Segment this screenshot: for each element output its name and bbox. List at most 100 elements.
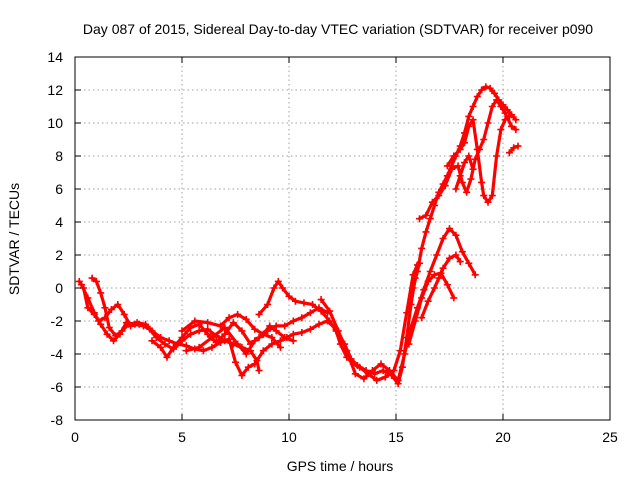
data-point — [465, 122, 473, 130]
data-point — [512, 126, 520, 134]
data-point — [298, 314, 306, 322]
data-point — [465, 112, 473, 120]
data-point — [242, 315, 250, 323]
series-line — [184, 326, 282, 356]
data-point — [133, 319, 141, 327]
data-point — [426, 268, 434, 275]
axis-ticks: 0 5 10 15 20 25 -8 -6 -4 -2 0 2 4 6 8 10 12 14 — [47, 49, 618, 445]
y-tick-label: 12 — [47, 82, 63, 98]
y-tick-label: 2 — [55, 247, 63, 263]
data-point — [460, 159, 468, 167]
data-point — [195, 343, 203, 351]
data-point — [452, 251, 460, 259]
series-trace-14 — [405, 269, 458, 348]
data-point — [259, 330, 267, 338]
data-point — [92, 277, 100, 285]
y-tick-label: -4 — [51, 346, 64, 362]
data-point — [95, 317, 103, 325]
y-tick-label: 14 — [47, 49, 63, 65]
data-point — [212, 338, 220, 346]
data-point — [289, 317, 297, 325]
data-point — [386, 367, 394, 374]
x-tick-label: 15 — [388, 429, 404, 445]
data-point — [187, 330, 195, 338]
x-tick-label: 25 — [602, 429, 618, 445]
data-point — [225, 335, 233, 343]
data-point — [281, 322, 289, 330]
data-point — [148, 327, 156, 335]
data-point — [259, 347, 267, 355]
data-point — [255, 310, 263, 318]
data-point — [450, 294, 458, 302]
data-point — [465, 259, 473, 267]
data-point — [298, 329, 306, 337]
series-trace-12 — [452, 152, 477, 193]
data-point — [443, 281, 451, 289]
data-point — [251, 360, 259, 368]
data-point — [268, 334, 276, 341]
data-point — [396, 347, 404, 355]
data-point — [266, 322, 274, 330]
series-line — [407, 271, 456, 346]
data-point — [505, 149, 513, 157]
data-point — [225, 314, 233, 322]
data-point — [488, 103, 496, 110]
data-point — [473, 93, 481, 101]
data-point — [229, 319, 237, 327]
data-point — [217, 322, 225, 330]
data-point — [488, 192, 496, 200]
x-tick-label: 5 — [178, 429, 186, 445]
data-point — [505, 112, 513, 120]
data-point — [379, 367, 387, 374]
data-point — [460, 139, 468, 147]
data-point — [446, 225, 453, 233]
y-tick-label: 4 — [55, 214, 63, 230]
data-point — [163, 353, 171, 361]
data-point — [270, 284, 278, 292]
data-point — [377, 360, 385, 368]
data-point — [114, 301, 122, 308]
series-line — [90, 261, 422, 386]
data-point — [497, 126, 505, 134]
data-point — [469, 165, 477, 173]
y-tick-label: 6 — [55, 181, 63, 197]
data-point — [244, 363, 252, 371]
data-point — [454, 162, 462, 170]
series-trace-8 — [317, 225, 479, 384]
data-point — [148, 337, 156, 345]
data-point — [484, 119, 492, 127]
data-point — [409, 284, 417, 292]
data-point — [234, 340, 242, 348]
data-point — [394, 376, 402, 384]
x-tick-label: 0 — [71, 429, 79, 445]
data-point — [450, 152, 458, 160]
data-point — [441, 182, 449, 190]
data-point — [157, 334, 165, 341]
y-tick-label: 10 — [47, 115, 63, 131]
data-series — [75, 83, 522, 388]
y-tick-label: 8 — [55, 148, 63, 164]
data-point — [435, 192, 443, 200]
data-point — [110, 337, 118, 345]
data-point — [315, 320, 323, 328]
data-point — [458, 248, 466, 256]
data-point — [431, 284, 439, 292]
data-point — [467, 175, 475, 183]
data-point — [418, 244, 426, 252]
data-point — [326, 307, 334, 315]
data-point — [435, 274, 443, 282]
data-point — [514, 142, 522, 150]
data-point — [204, 319, 212, 327]
data-point — [242, 350, 250, 358]
data-point — [142, 320, 150, 328]
data-point — [289, 337, 297, 345]
series-trace-6 — [182, 324, 284, 358]
data-point — [306, 325, 314, 333]
data-point — [285, 292, 293, 300]
data-point — [501, 109, 509, 117]
data-point — [326, 317, 334, 325]
data-point — [501, 116, 509, 124]
data-point — [471, 271, 479, 279]
data-point — [289, 330, 297, 338]
chart-title: Day 087 of 2015, Sidereal Day-to-day VTE… — [83, 21, 593, 37]
